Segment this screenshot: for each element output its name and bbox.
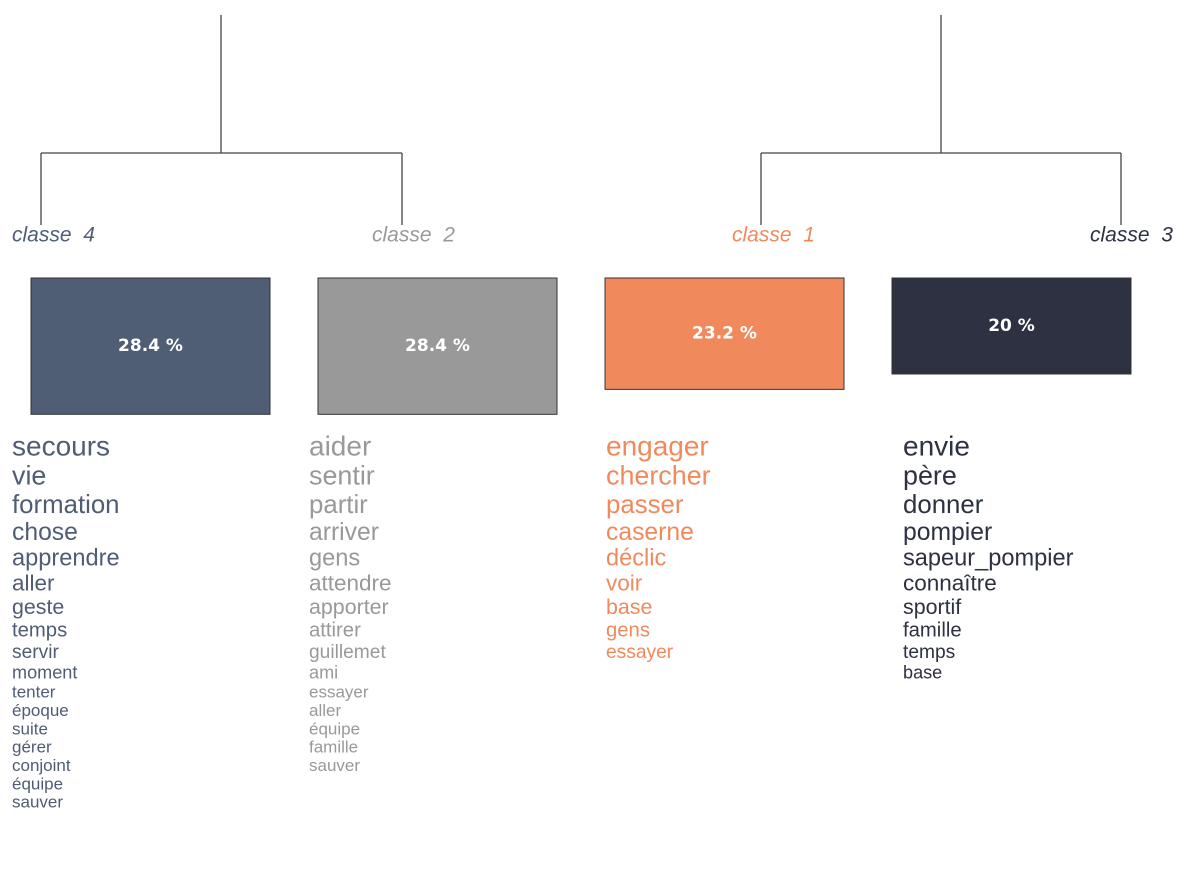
class-box — [317, 277, 558, 415]
class-word: aider — [309, 430, 371, 461]
class-word: essayer — [309, 683, 369, 702]
class-word: servir — [12, 642, 60, 663]
class-label: classe 4 — [12, 224, 95, 247]
class-word: moment — [12, 662, 77, 682]
class-percent: 28.4 % — [405, 336, 470, 356]
class-word: voir — [606, 571, 643, 596]
class-word: base — [606, 595, 652, 619]
class-word: engager — [606, 430, 709, 461]
class-word: gens — [309, 546, 360, 572]
class-word: sapeur_pompier — [903, 546, 1074, 572]
class-word: équipe — [12, 774, 63, 793]
class-word: chose — [12, 519, 78, 546]
class-percent: 28.4 % — [118, 336, 183, 356]
class-word: pompier — [903, 519, 992, 546]
class-word: formation — [12, 491, 120, 519]
class-box — [891, 277, 1132, 375]
class-word: époque — [12, 701, 69, 720]
class-word: apporter — [309, 595, 389, 619]
class-word: caserne — [606, 519, 694, 546]
class-word: sportif — [903, 595, 961, 619]
class-word: geste — [12, 595, 64, 619]
class-word: partir — [309, 491, 368, 519]
class-label: classe 3 — [1090, 224, 1173, 247]
class-word: gens — [606, 620, 650, 642]
class-word: aller — [309, 701, 341, 720]
class-word: famille — [309, 738, 358, 757]
class-word: tenter — [12, 683, 56, 702]
class-percent: 20 % — [988, 316, 1035, 336]
class-word: ami — [309, 662, 338, 682]
class-word: sauver — [309, 756, 360, 775]
class-word: secours — [12, 430, 110, 461]
class-label: classe 1 — [732, 224, 815, 247]
class-word: famille — [903, 620, 962, 642]
class-word: donner — [903, 491, 984, 519]
class-word: base — [903, 662, 942, 682]
class-word: temps — [903, 642, 955, 663]
class-box — [604, 277, 845, 390]
class-word: attirer — [309, 620, 361, 642]
class-word: temps — [12, 620, 67, 642]
class-word: essayer — [606, 642, 674, 663]
class-word: conjoint — [12, 756, 71, 775]
class-label: classe 2 — [372, 224, 455, 247]
class-box — [30, 277, 271, 415]
class-word: sentir — [309, 461, 375, 491]
class-word: père — [903, 461, 957, 491]
class-word: suite — [12, 719, 48, 738]
class-word: gérer — [12, 738, 52, 757]
class-word: attendre — [309, 571, 392, 596]
class-word: apprendre — [12, 546, 120, 572]
class-word: passer — [606, 491, 684, 519]
class-word: envie — [903, 430, 970, 461]
class-word: sauver — [12, 793, 63, 812]
class-word: arriver — [309, 519, 379, 546]
class-word: connaître — [903, 571, 997, 596]
tree — [40, 15, 1122, 225]
class-word: guillemet — [309, 642, 386, 663]
class-percent: 23.2 % — [692, 324, 757, 344]
class-word: déclic — [606, 546, 667, 572]
class-word: équipe — [309, 719, 360, 738]
class-word: vie — [12, 461, 46, 491]
class-word: chercher — [606, 461, 711, 491]
class-word: aller — [12, 571, 55, 596]
